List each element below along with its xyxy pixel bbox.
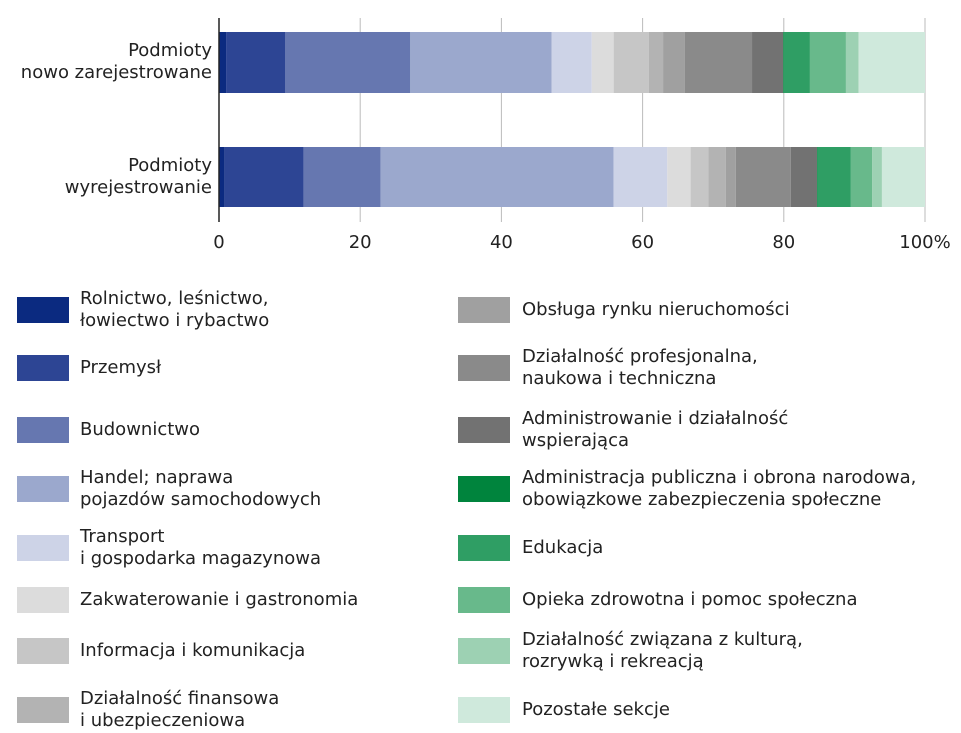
bar-segment <box>667 147 691 207</box>
bar-segment <box>591 32 614 93</box>
bar-segment <box>224 147 304 207</box>
bar-segment <box>219 147 225 207</box>
legend-swatch <box>458 638 510 664</box>
legend-label: Działalność profesjonalna, naukowa i tec… <box>522 346 758 389</box>
bar-segment <box>809 32 846 93</box>
bar-segment <box>858 32 925 93</box>
legend-swatch <box>17 535 69 561</box>
bar-segment <box>303 147 381 207</box>
bar-segment <box>872 147 882 207</box>
legend-swatch <box>17 587 69 613</box>
legend-swatch <box>17 697 69 723</box>
bar-segment <box>816 147 818 207</box>
bar-segment <box>790 147 817 207</box>
legend-label: Administrowanie i działalność wspierając… <box>522 408 789 451</box>
legend-swatch <box>458 535 510 561</box>
legend-swatch <box>458 697 510 723</box>
x-tick-label: 0 <box>213 232 224 253</box>
category-label: Podmioty nowo zarejestrowane <box>20 40 212 83</box>
x-tick-label: 40 <box>490 232 513 253</box>
x-tick-label: 80 <box>772 232 795 253</box>
legend-swatch <box>458 417 510 443</box>
category-label: Podmioty wyrejestrowanie <box>64 155 212 198</box>
legend-label: Opieka zdrowotna i pomoc społeczna <box>522 589 858 610</box>
legend-label: Rolnictwo, leśnictwo, łowiectwo i rybact… <box>80 288 270 331</box>
legend-label: Obsługa rynku nieruchomości <box>522 299 790 320</box>
bar-segment <box>285 32 411 93</box>
bar-segment <box>735 147 791 207</box>
legend-label: Działalność finansowa i ubezpieczeniowa <box>80 688 280 731</box>
bar-segment <box>881 147 925 207</box>
legend-label: Handel; naprawa pojazdów samochodowych <box>80 467 322 510</box>
legend-swatch <box>458 355 510 381</box>
legend-label: Budownictwo <box>80 419 201 440</box>
bar-segment <box>850 147 873 207</box>
legend-label: Pozostałe sekcje <box>522 699 670 720</box>
bar-segment <box>783 32 784 93</box>
legend-label: Administracja publiczna i obrona narodow… <box>522 467 917 510</box>
bar-segment <box>410 32 552 93</box>
bar-segment <box>725 147 736 207</box>
bar-segment <box>817 147 851 207</box>
legend-swatch <box>17 638 69 664</box>
legend-label: Działalność związana z kulturą, rozrywką… <box>522 629 803 672</box>
bar-segment <box>648 32 664 93</box>
legend-swatch <box>458 476 510 502</box>
legend-swatch <box>17 355 69 381</box>
bar-segment <box>783 32 810 93</box>
bar-segment <box>663 32 685 93</box>
bar-segment <box>845 32 859 93</box>
legend-swatch <box>17 417 69 443</box>
bar-segment <box>219 32 227 93</box>
x-tick-label: 60 <box>631 232 654 253</box>
legend-swatch <box>458 587 510 613</box>
legend-label: Informacja i komunikacja <box>80 640 306 661</box>
legend-swatch <box>17 476 69 502</box>
x-tick-label: 20 <box>349 232 372 253</box>
bar-segment <box>684 32 753 93</box>
bar-segment <box>752 32 784 93</box>
bar-segment <box>708 147 726 207</box>
legend-swatch <box>17 297 69 323</box>
bar-segment <box>613 32 649 93</box>
bar-segment <box>380 147 614 207</box>
bar-segment <box>226 32 286 93</box>
bar-segment <box>551 32 592 93</box>
bar-segment <box>613 147 668 207</box>
legend-label: Zakwaterowanie i gastronomia <box>80 589 359 610</box>
legend-label: Edukacja <box>522 537 604 558</box>
bar-segment <box>690 147 709 207</box>
x-tick-label: 100% <box>899 232 950 253</box>
legend-label: Transport i gospodarka magazynowa <box>80 526 321 569</box>
legend-label: Przemysł <box>80 357 162 378</box>
legend-swatch <box>458 297 510 323</box>
